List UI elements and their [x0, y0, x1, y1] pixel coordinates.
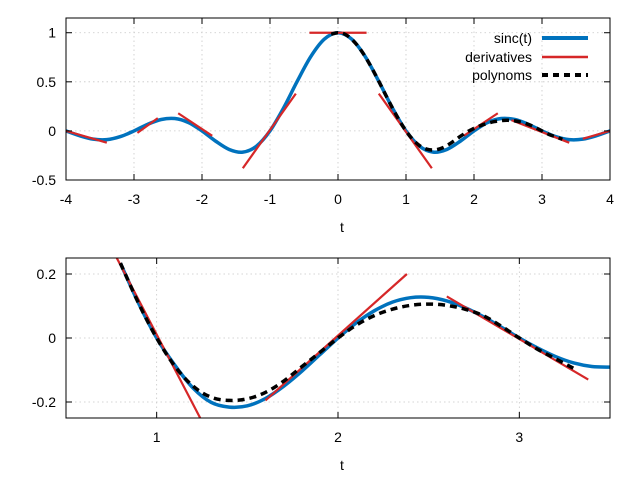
derivative-segment: [136, 117, 159, 134]
derivative-segment: [264, 273, 408, 402]
y-tick-label: 1: [48, 25, 56, 41]
legend-label-derivatives: derivatives: [465, 49, 532, 65]
x-tick-label: -3: [128, 191, 141, 207]
x-axis-label: t: [340, 457, 344, 473]
legend: sinc(t) derivatives polynoms: [465, 30, 588, 83]
x-tick-label: -1: [264, 191, 277, 207]
legend-label-polynoms: polynoms: [472, 67, 532, 83]
y-tick-label: 0.2: [37, 266, 57, 282]
derivative-segment: [66, 129, 108, 144]
y-tick-label: -0.5: [32, 172, 56, 188]
x-tick-label: 3: [538, 191, 546, 207]
x-tick-label: 0: [334, 191, 342, 207]
x-tick-label: 2: [470, 191, 478, 207]
y-tick-labels: -0.5 0 0.5 1: [32, 25, 56, 188]
x-tick-label: 4: [606, 191, 614, 207]
y-tick-label: 0: [48, 330, 56, 346]
polynom-curve: [118, 262, 575, 403]
y-tick-labels: -0.2 0 0.2: [32, 266, 56, 410]
axis-ticks: [65, 18, 611, 181]
y-tick-label: 0: [48, 123, 56, 139]
series-layer: [66, 30, 610, 169]
y-tick-label: 0.5: [37, 74, 57, 90]
top-panel: -4 -3 -2 -1 0 1 2 3 4 -0.5 0 0.5 1 t sinc(t) deriva…: [32, 17, 614, 235]
x-tick-labels: 1 2 3: [153, 429, 524, 445]
x-tick-label: 1: [402, 191, 410, 207]
derivative-segment: [241, 92, 297, 169]
x-tick-label: 1: [153, 429, 161, 445]
derivative-segment: [177, 112, 213, 137]
x-tick-label: 2: [334, 429, 342, 445]
x-tick-label: -2: [196, 191, 209, 207]
series-layer: [115, 258, 610, 418]
x-tick-label: 3: [515, 429, 523, 445]
derivative-segment: [377, 92, 433, 169]
x-tick-label: -4: [60, 191, 73, 207]
polynom-curve: [330, 30, 563, 152]
grid-lines: [66, 18, 610, 180]
axis-ticks: [66, 258, 610, 418]
legend-label-sinc: sinc(t): [494, 30, 532, 46]
x-tick-labels: -4 -3 -2 -1 0 1 2 3 4: [60, 191, 614, 207]
bottom-panel: 1 2 3 -0.2 0 0.2 t: [32, 257, 611, 473]
x-axis-label: t: [340, 219, 344, 235]
y-tick-label: -0.2: [32, 394, 56, 410]
